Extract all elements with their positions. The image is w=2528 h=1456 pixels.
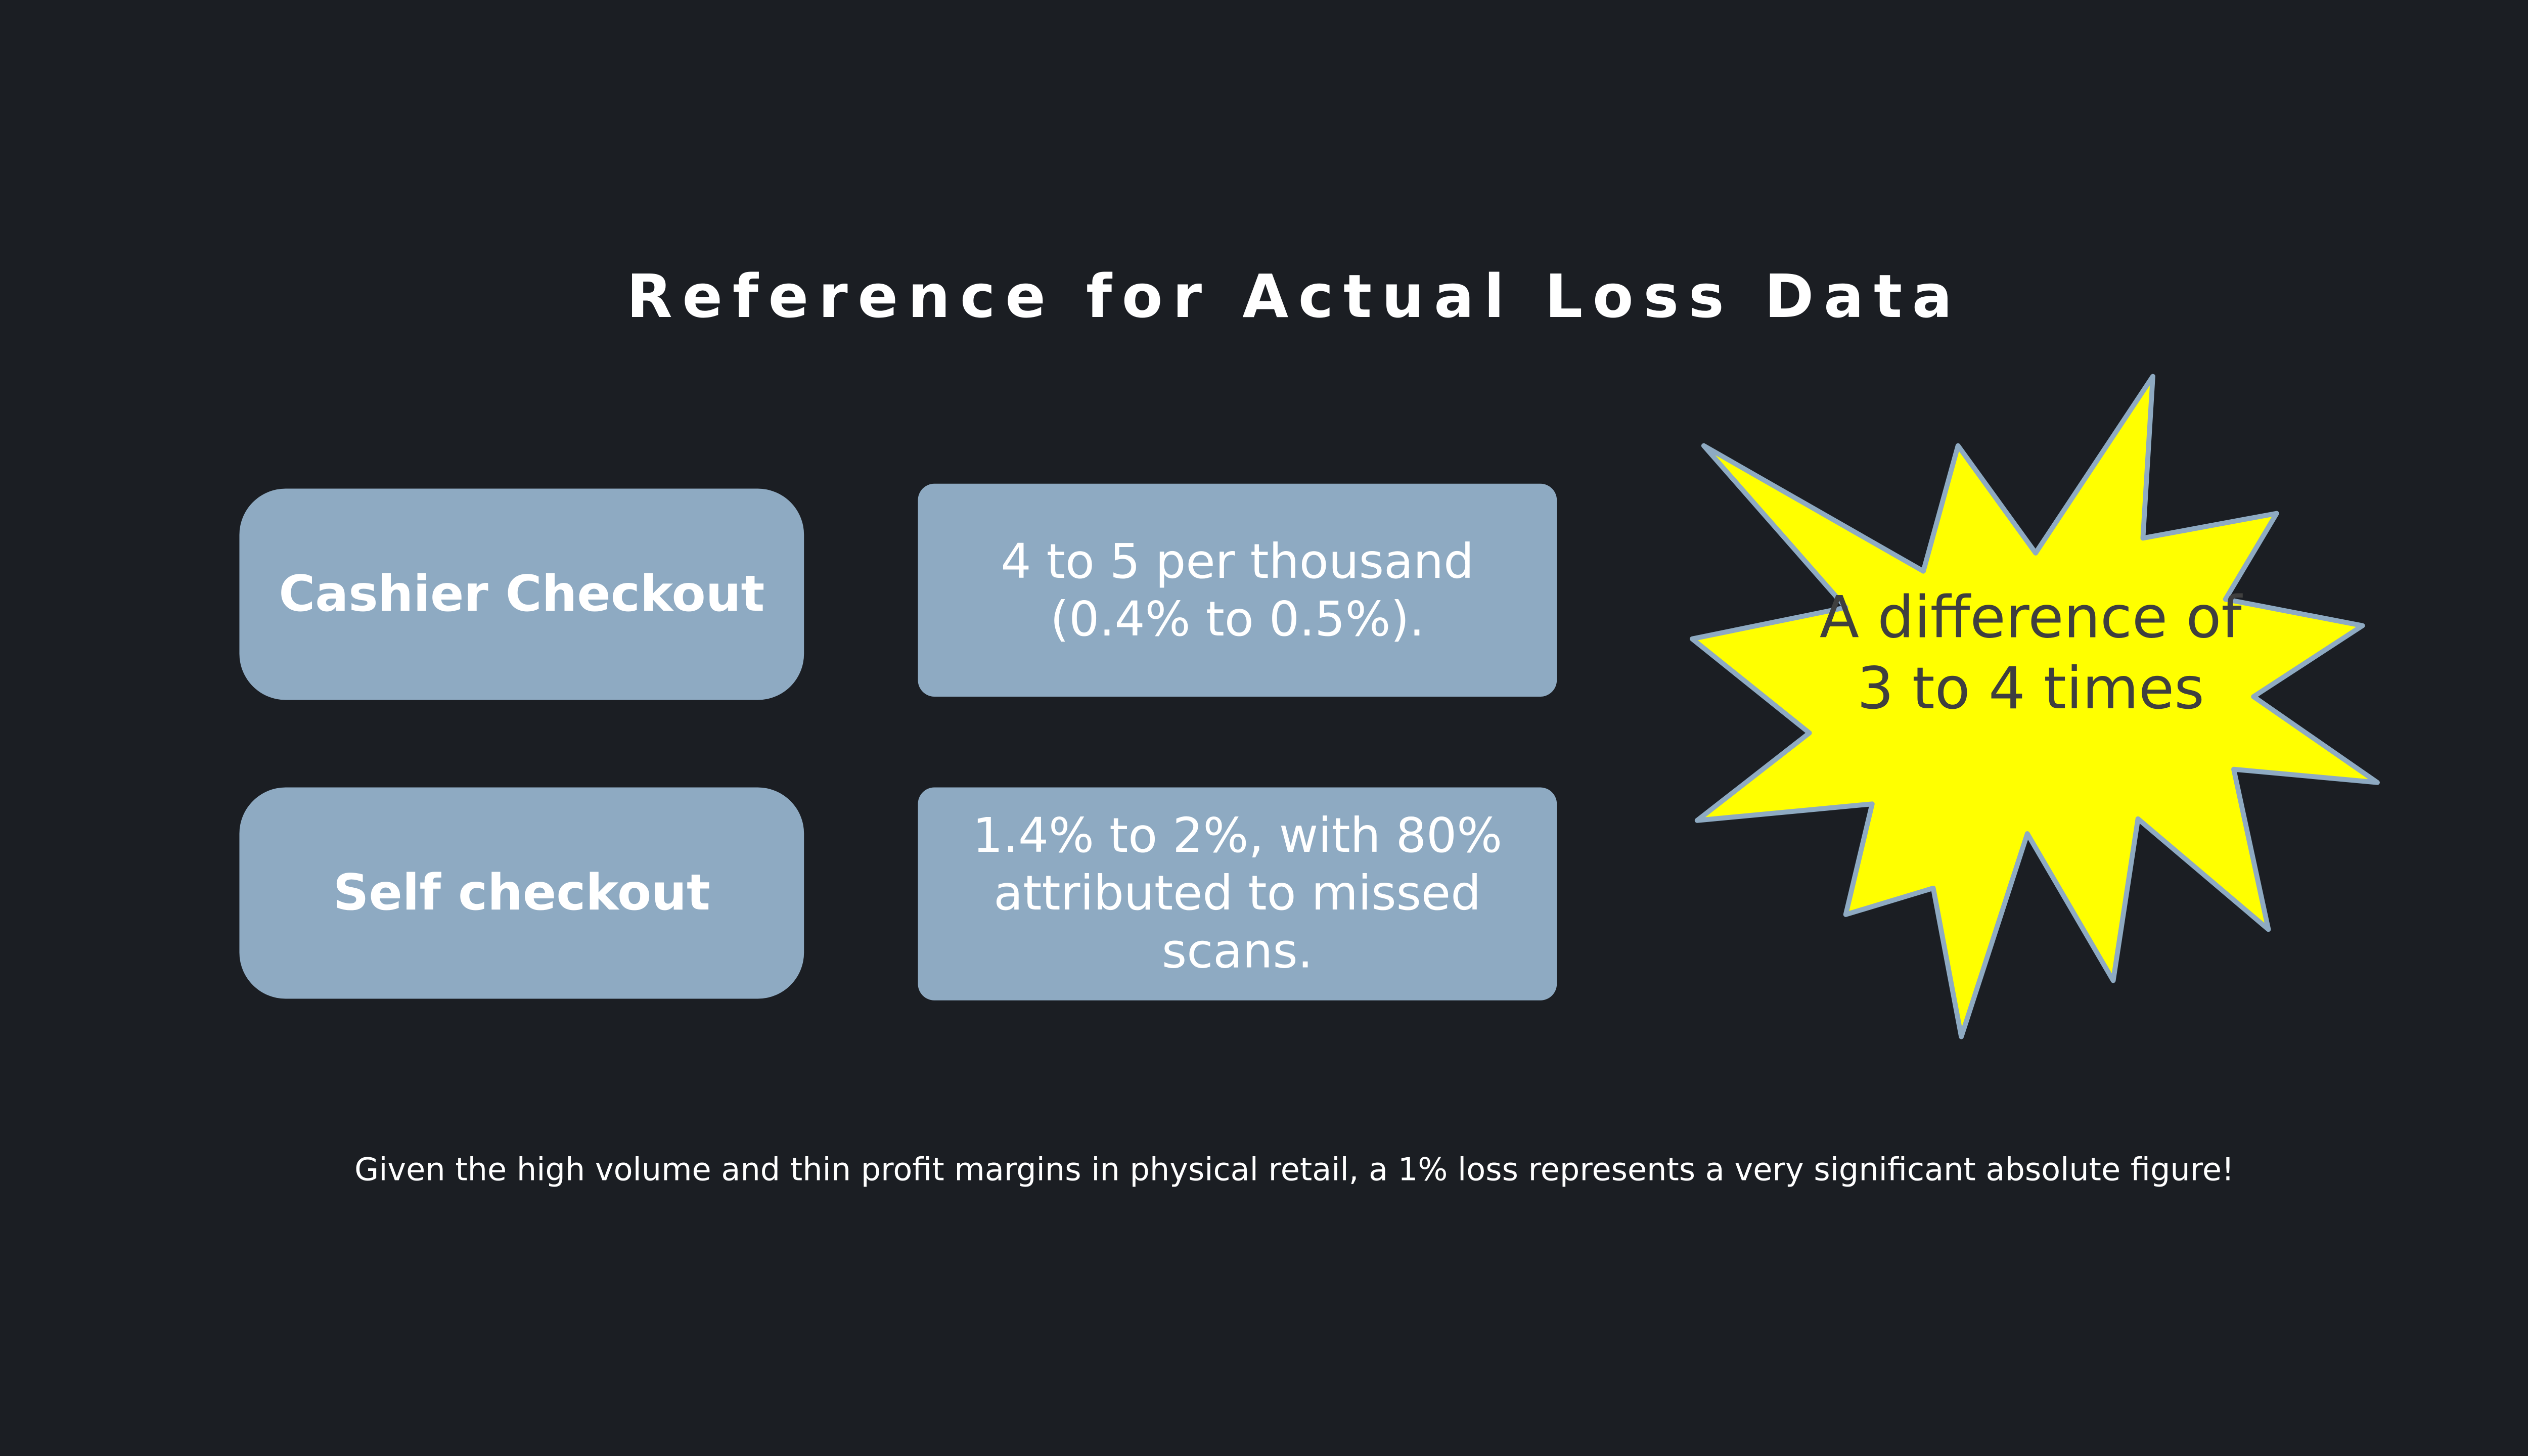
self-checkout-value-text: 1.4% to 2%, with 80% attributed to misse… xyxy=(972,807,1503,979)
footer-note: Given the high volume and thin profit ma… xyxy=(354,1152,2234,1189)
cashier-checkout-value: 4 to 5 per thousand (0.4% to 0.5%). xyxy=(918,483,1557,697)
cashier-checkout-label: Cashier Checkout xyxy=(239,488,804,700)
slide-title: Reference for Actual Loss Data xyxy=(626,264,1962,332)
self-checkout-value: 1.4% to 2%, with 80% attributed to misse… xyxy=(918,787,1557,1000)
cashier-checkout-value-text: 4 to 5 per thousand (0.4% to 0.5%). xyxy=(1001,532,1474,647)
starburst-shape xyxy=(1690,374,2380,1039)
self-checkout-label: Self checkout xyxy=(239,787,804,999)
callout-text: A difference of 3 to 4 times xyxy=(1819,586,2242,723)
